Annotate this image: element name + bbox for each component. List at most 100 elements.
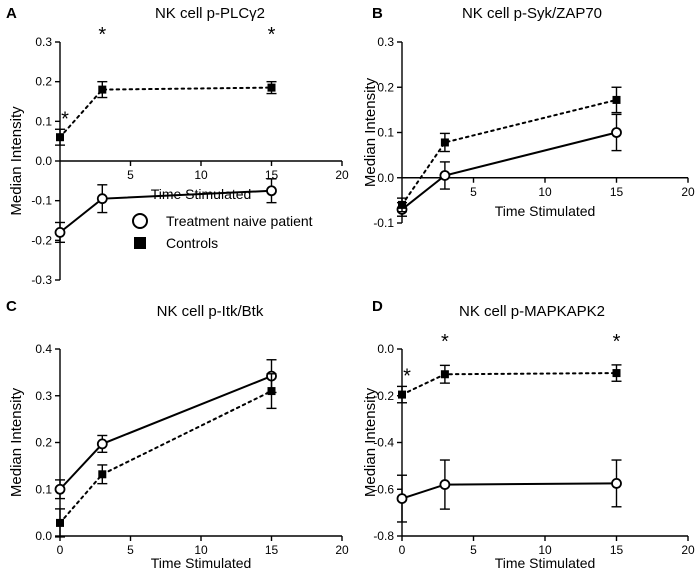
x-tick-label: 20 — [335, 168, 349, 182]
x-tick-label: 10 — [538, 543, 552, 557]
y-tick-label: -0.1 — [31, 194, 52, 208]
significance-asterisk: * — [441, 331, 449, 353]
legend-item-patient: Treatment naive patient — [166, 213, 313, 229]
data-point-filled-square — [612, 369, 621, 378]
x-tick-label: 15 — [265, 543, 279, 557]
y-tick-label: 0.3 — [35, 35, 52, 49]
y-axis-label: Median Intensity — [362, 387, 379, 497]
y-tick-label: 0.2 — [377, 80, 394, 94]
panel-letter: D — [372, 298, 383, 315]
series-line-dotted — [401, 372, 618, 396]
data-point-open-circle — [611, 127, 622, 138]
y-tick-label: -0.1 — [373, 216, 394, 230]
data-point-filled-square — [440, 370, 449, 379]
panels: A NK cell p-PLCγ2 Median Intensity -0.3 -0.2… — [6, 5, 695, 571]
data-point-open-circle — [439, 170, 451, 181]
series-controls — [55, 80, 277, 146]
series-line-dotted — [59, 390, 273, 524]
chart-title: NK cell p-Syk/ZAP70 — [462, 5, 602, 22]
y-tick-label: -0.2 — [31, 233, 52, 247]
significance-asterisk: * — [61, 108, 69, 130]
y-tick-label: 0.0 — [377, 342, 394, 356]
y-axis-label: Median Intensity — [8, 387, 25, 497]
panel-c: C NK cell p-Itk/Btk Median Intensity 0.0 0.1… — [6, 298, 349, 571]
y-tick-label: -0.6 — [373, 482, 394, 496]
panel-b: B NK cell p-Syk/ZAP70 Median Intensity -0.1… — [362, 5, 695, 230]
series-patient — [396, 459, 622, 523]
x-tick-label: 15 — [610, 185, 624, 199]
x-tick-label: 20 — [335, 543, 349, 557]
y-tick-label: 0.2 — [35, 75, 52, 89]
series-patient — [54, 178, 277, 244]
significance-asterisk: * — [268, 24, 276, 46]
data-point-open-circle — [54, 226, 66, 238]
significance-asterisk: * — [403, 365, 411, 387]
legend: Treatment naive patient Controls — [132, 213, 313, 251]
significance-asterisk: * — [98, 24, 106, 46]
y-tick-label: 0.3 — [377, 35, 394, 49]
x-tick-label: 5 — [470, 543, 477, 557]
x-tick-label: 10 — [538, 185, 552, 199]
series-patient — [54, 359, 277, 500]
y-tick-label: 0.2 — [35, 436, 52, 450]
significance-asterisk: * — [613, 331, 621, 353]
data-point-open-circle — [54, 483, 66, 495]
y-axis-label: Median Intensity — [8, 106, 25, 216]
y-tick-label: 0.1 — [35, 114, 52, 128]
data-point-filled-square — [56, 133, 64, 142]
x-tick-label: 0 — [57, 543, 64, 557]
x-tick-label: 10 — [194, 543, 208, 557]
x-axis-label: Time Stimulated — [495, 203, 596, 219]
data-point-filled-square — [98, 85, 107, 94]
data-point-filled-square — [440, 138, 449, 147]
y-tick-label: 0.0 — [35, 529, 52, 543]
data-point-filled-square — [267, 387, 276, 396]
x-tick-label: 5 — [127, 543, 134, 557]
y-tick-label: -0.2 — [373, 389, 394, 403]
x-tick-label: 5 — [127, 168, 134, 182]
legend-item-controls: Controls — [166, 235, 218, 251]
y-tick-label: 0.0 — [35, 154, 52, 168]
y-tick-label: 0.1 — [377, 126, 394, 140]
chart-title: NK cell p-PLCγ2 — [155, 5, 265, 22]
x-tick-label: 10 — [194, 168, 208, 182]
data-point-open-circle — [611, 478, 622, 489]
series-controls — [397, 86, 622, 213]
series-line-dotted — [59, 86, 273, 139]
data-point-filled-square — [398, 200, 406, 209]
y-tick-label: 0.0 — [377, 171, 394, 185]
series-controls — [55, 373, 277, 538]
y-tick-label: 0.3 — [35, 389, 52, 403]
series-line-solid — [59, 375, 273, 491]
panel-letter: B — [372, 5, 383, 22]
x-tick-label: 20 — [681, 185, 695, 199]
data-point-open-circle — [96, 438, 108, 450]
x-tick-label: 0 — [399, 543, 406, 557]
data-point-filled-square — [56, 518, 64, 527]
data-point-filled-square — [612, 95, 621, 104]
series-line-solid — [401, 131, 618, 211]
y-tick-label: -0.3 — [31, 273, 52, 287]
data-point-filled-square — [398, 390, 406, 399]
x-axis-label: Time Stimulated — [495, 555, 596, 571]
data-point-open-circle — [396, 493, 408, 505]
data-point-filled-square — [267, 83, 276, 92]
y-tick-label: 0.1 — [35, 482, 52, 496]
series-line-dotted — [401, 98, 618, 206]
legend-filled-square-marker — [134, 237, 146, 249]
panel-letter: C — [6, 298, 17, 315]
series-line-solid — [401, 482, 618, 500]
data-point-open-circle — [96, 193, 108, 205]
chart-title: NK cell p-MAPKAPK2 — [459, 303, 605, 320]
x-axis-label: Time Stimulated — [151, 555, 252, 571]
x-tick-label: 20 — [681, 543, 695, 557]
y-axis-label: Median Intensity — [362, 77, 379, 187]
chart-title: NK cell p-Itk/Btk — [157, 303, 264, 320]
series-patient — [396, 113, 622, 217]
panel-a: A NK cell p-PLCγ2 Median Intensity -0.3 -0.2… — [6, 5, 349, 287]
data-point-filled-square — [98, 470, 107, 479]
y-tick-label: -0.8 — [373, 529, 394, 543]
legend-open-circle-marker — [132, 213, 148, 229]
data-point-open-circle — [439, 479, 451, 490]
